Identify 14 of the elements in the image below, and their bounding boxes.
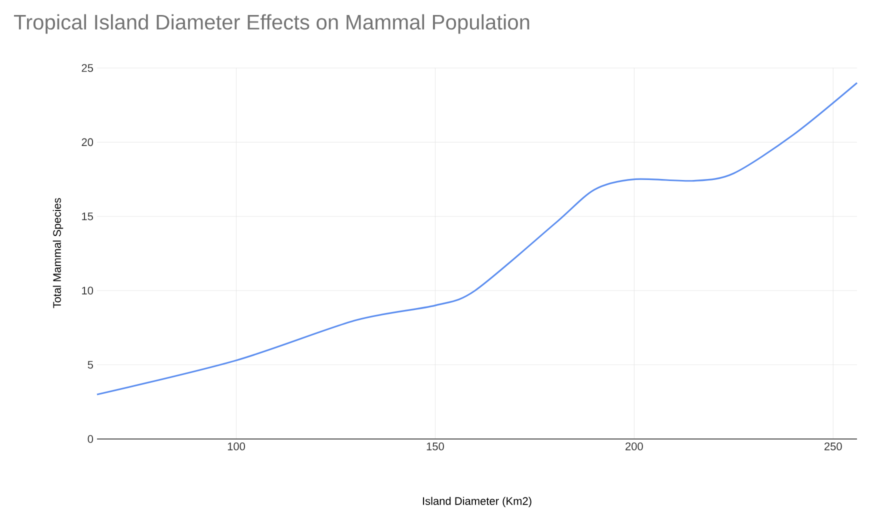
y-tick-label: 15 xyxy=(82,212,94,220)
x-tick-label: 150 xyxy=(426,442,444,450)
y-tick-label: 5 xyxy=(88,360,94,369)
x-tick-label: 200 xyxy=(626,442,643,450)
y-tick-label: 25 xyxy=(82,64,94,72)
x-tick-label: 250 xyxy=(824,442,842,450)
y-tick-label: 10 xyxy=(82,286,94,294)
line-series xyxy=(96,82,858,396)
y-tick-label: 20 xyxy=(82,138,94,146)
x-axis-title: Island Diameter (Km2) xyxy=(423,496,532,508)
chart-title: Tropical Island Diameter Effects on Mammal Population xyxy=(14,14,530,34)
y-axis-title: Total Mammal Species xyxy=(52,198,64,308)
x-tick-label: 100 xyxy=(228,442,246,450)
y-tick-label: 0 xyxy=(88,435,94,443)
